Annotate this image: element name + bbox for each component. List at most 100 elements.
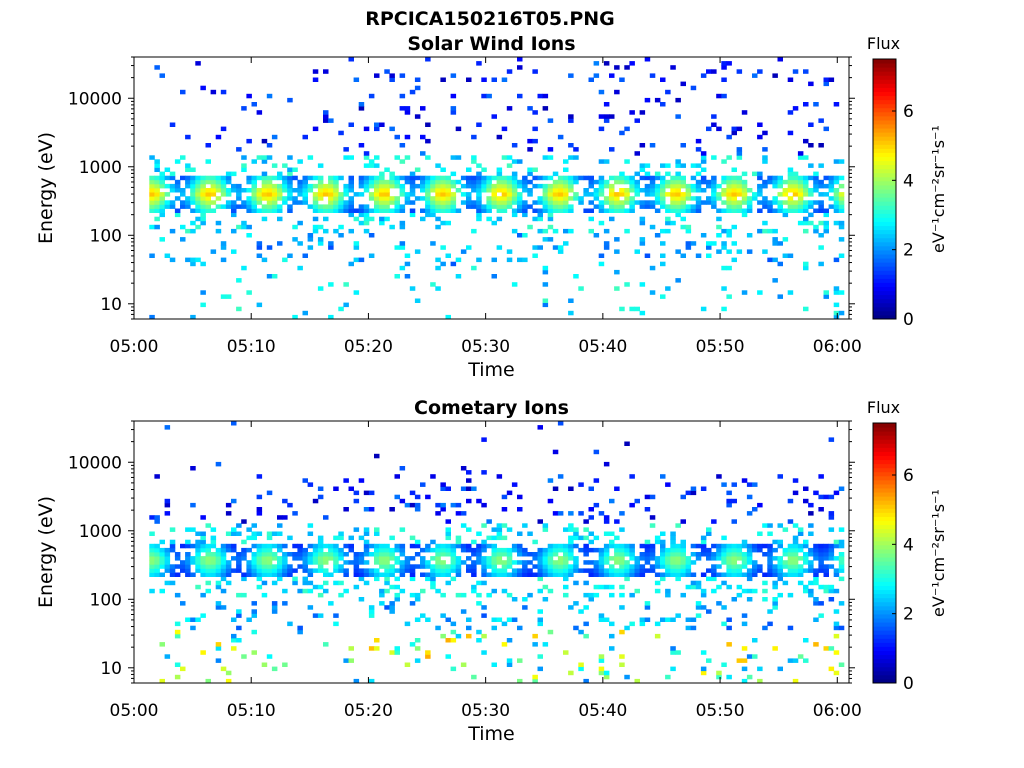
heatmap-cell [466, 568, 472, 573]
heatmap-cell [476, 200, 482, 205]
heatmap-cell [818, 179, 824, 185]
heatmap-cell [736, 249, 743, 254]
heatmap-cell [797, 151, 804, 156]
heatmap-cell [762, 183, 768, 189]
heatmap-cell [251, 650, 257, 655]
heatmap-cell [384, 547, 390, 553]
colorbar-segment [873, 642, 896, 647]
heatmap-cell [328, 208, 334, 213]
heatmap-cell [236, 568, 242, 573]
heatmap-cell [547, 155, 554, 160]
heatmap-cell [338, 224, 344, 230]
x-tick-label: 05:10 [227, 701, 276, 721]
heatmap-cell [358, 552, 365, 557]
heatmap-cell [828, 494, 835, 500]
heatmap-cell [496, 183, 503, 189]
heatmap-cell [716, 601, 722, 606]
heatmap-cell [496, 560, 503, 565]
heatmap-cell [394, 547, 400, 553]
colorbar-segment [873, 124, 896, 129]
heatmap-cell [787, 200, 794, 205]
heatmap-cell [609, 556, 615, 561]
heatmap-cell [328, 192, 334, 197]
heatmap-cell [833, 609, 840, 614]
heatmap-cell [552, 192, 559, 197]
heatmap-cell [414, 658, 421, 663]
heatmap-cell [614, 556, 620, 561]
heatmap-cell [639, 143, 646, 148]
heatmap-cell [716, 556, 722, 561]
heatmap-cell [246, 564, 252, 569]
heatmap-cell [517, 196, 523, 201]
heatmap-cell [236, 204, 242, 209]
heatmap-cell [430, 572, 436, 577]
heatmap-cell [752, 560, 758, 565]
heatmap-cell [828, 597, 835, 602]
heatmap-cell [266, 560, 273, 565]
heatmap-cell [425, 192, 431, 197]
heatmap-cell [466, 527, 472, 532]
heatmap-cell [501, 642, 508, 647]
heatmap-cell [205, 560, 211, 565]
heatmap-cell [348, 646, 354, 651]
heatmap-cell [573, 580, 579, 586]
heatmap-cell [379, 175, 385, 181]
heatmap-cell [767, 179, 773, 185]
heatmap-cell [409, 592, 416, 598]
heatmap-cell [665, 183, 671, 189]
heatmap-cell [578, 511, 584, 516]
heatmap-cell [185, 204, 191, 209]
heatmap-cell [573, 192, 579, 197]
heatmap-cell [363, 547, 370, 553]
heatmap-cell [501, 179, 508, 185]
heatmap-cell [787, 167, 794, 172]
heatmap-cell [185, 196, 191, 201]
colorbar-segment [873, 156, 896, 162]
heatmap-cell [271, 183, 278, 189]
heatmap-cell [277, 568, 283, 573]
heatmap-cell [389, 175, 395, 181]
heatmap-cell [389, 77, 395, 82]
heatmap-cell [675, 114, 681, 119]
heatmap-cell [420, 208, 426, 213]
heatmap-cell [527, 192, 533, 197]
heatmap-cell [736, 126, 743, 132]
heatmap-cell [389, 547, 395, 553]
heatmap-cell [772, 646, 778, 651]
heatmap-cell [154, 175, 160, 181]
heatmap-cell [190, 179, 196, 185]
heatmap-cell [675, 650, 681, 655]
heatmap-cell [241, 547, 247, 553]
heatmap-cell [624, 188, 630, 193]
heatmap-cell [190, 502, 196, 508]
heatmap-cell [706, 253, 712, 258]
heatmap-cell [568, 568, 574, 573]
heatmap-cell [813, 228, 819, 234]
heatmap-cell [435, 625, 441, 631]
heatmap-cell [695, 613, 702, 618]
heatmap-cell [746, 249, 753, 254]
heatmap-cell [455, 564, 462, 569]
heatmap-cell [588, 228, 594, 234]
heatmap-cell [379, 188, 385, 193]
heatmap-cell [164, 502, 171, 508]
heatmap-cell [501, 192, 508, 197]
heatmap-cell [231, 633, 237, 639]
heatmap-cell [425, 155, 431, 160]
heatmap-cell [266, 245, 273, 250]
heatmap-cell [358, 220, 365, 226]
heatmap-cell [394, 274, 400, 279]
heatmap-cell [271, 175, 278, 181]
heatmap-cell [225, 670, 232, 676]
heatmap-cell [312, 192, 319, 197]
heatmap-cell [568, 572, 574, 577]
heatmap-cell [624, 208, 630, 213]
heatmap-cell [358, 179, 365, 185]
heatmap-cell [256, 245, 263, 250]
heatmap-cell [266, 179, 273, 185]
heatmap-cell [169, 547, 176, 553]
heatmap-cell [731, 183, 737, 189]
heatmap-cell [808, 212, 814, 218]
heatmap-cell [680, 592, 686, 598]
heatmap-cell [271, 163, 278, 168]
